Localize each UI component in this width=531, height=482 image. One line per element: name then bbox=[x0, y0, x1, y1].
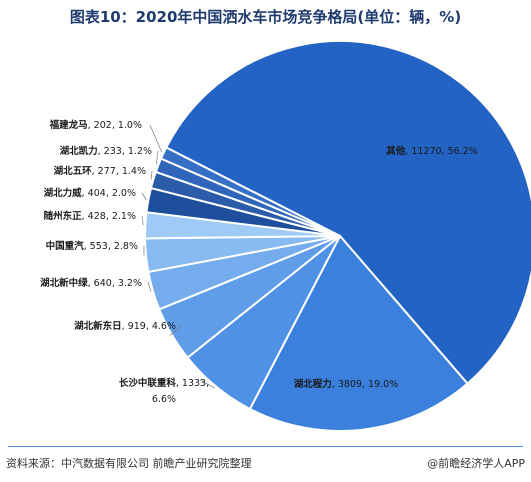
slice-label: 湖北程力, 3809, 19.0% bbox=[294, 378, 398, 390]
slice-label: 福建龙马, 202, 1.0% bbox=[49, 119, 142, 131]
pie-slice bbox=[164, 40, 531, 385]
footer-divider bbox=[8, 446, 523, 447]
slice-label: 长沙中联重科, 1333, 6.6% bbox=[119, 377, 209, 405]
chart-title: 图表10：2020年中国洒水车市场竞争格局(单位：辆，%) bbox=[69, 8, 462, 26]
slice-label: 湖北新中绿, 640, 3.2% bbox=[40, 277, 142, 289]
slice-label: 湖北新东日, 919, 4.6% bbox=[74, 320, 176, 332]
leader-line bbox=[156, 150, 159, 165]
leader-line bbox=[141, 192, 147, 200]
slice-label: 随州东正, 428, 2.1% bbox=[44, 210, 136, 222]
leader-line bbox=[169, 324, 183, 336]
pie-slice bbox=[159, 146, 341, 237]
leader-line bbox=[147, 281, 152, 292]
slice-label: 湖北五环, 277, 1.4% bbox=[54, 165, 146, 177]
pie-slice bbox=[248, 234, 469, 432]
slice-label: 湖北凯力, 233, 1.2% bbox=[60, 145, 152, 157]
leader-line bbox=[141, 215, 144, 226]
slice-label: 湖北力威, 404, 2.0% bbox=[44, 187, 136, 199]
slice-label: 其他, 11270, 56.2% bbox=[386, 145, 478, 157]
slice-label: 中国重汽, 553, 2.8% bbox=[46, 240, 138, 252]
leader-line bbox=[150, 170, 153, 180]
leader-line bbox=[149, 124, 163, 153]
brand-credit: @前瞻经济学人APP bbox=[427, 457, 525, 470]
leader-line bbox=[199, 379, 215, 389]
source-note: 资料来源：中汽数据有限公司 前瞻产业研究院整理 bbox=[6, 457, 252, 470]
